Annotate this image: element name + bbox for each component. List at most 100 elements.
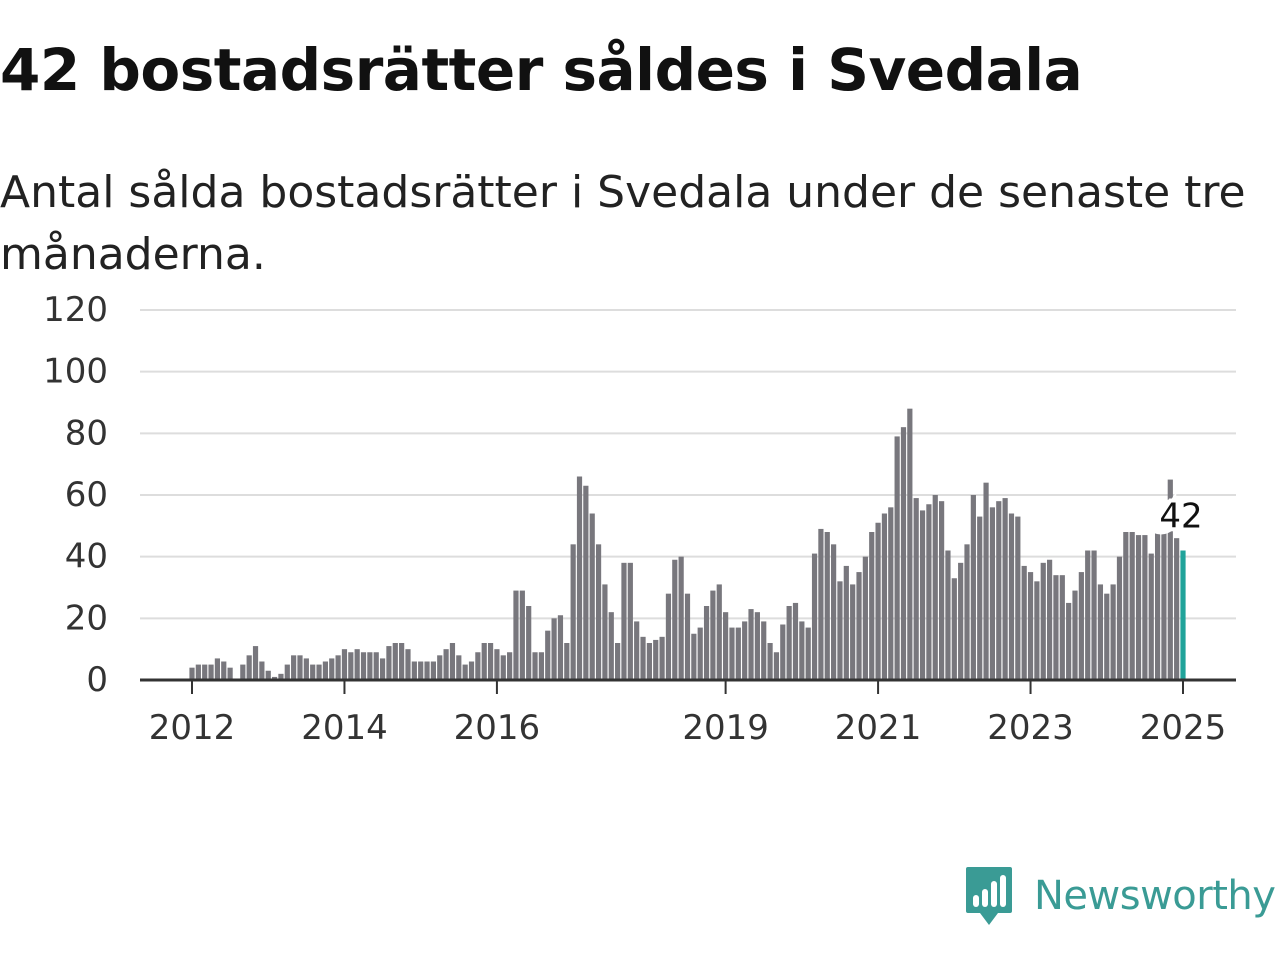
bar [754, 612, 760, 680]
x-tick-label: 2012 [149, 708, 236, 748]
axes: 0 20 40 60 80 100 120 2012 2014 2016 2019 2021 2023 2… [43, 290, 1236, 748]
bar [354, 649, 360, 680]
bar [786, 606, 792, 680]
bar [214, 658, 221, 680]
bar [379, 658, 386, 680]
newsworthy-logo: Newsworthy [964, 864, 1276, 928]
bar [195, 664, 201, 680]
bar [811, 553, 818, 680]
bar [1123, 532, 1129, 680]
bar [202, 664, 208, 680]
bar [1167, 479, 1173, 680]
bar [284, 664, 290, 680]
bar [1116, 556, 1123, 680]
bar [1040, 562, 1046, 680]
bar [545, 630, 551, 680]
bar [748, 609, 754, 680]
bar [1148, 553, 1154, 680]
y-tick-label: 40 [65, 537, 108, 577]
bar [443, 649, 449, 680]
bar [367, 652, 373, 680]
y-tick-label: 80 [65, 413, 108, 453]
bar [1008, 513, 1015, 680]
bar [271, 676, 278, 680]
bar [487, 643, 494, 680]
bar [615, 643, 621, 680]
bar [576, 476, 583, 680]
bar [437, 655, 443, 680]
bar [742, 621, 748, 680]
bar [494, 649, 500, 680]
bar [850, 584, 856, 680]
bar [329, 658, 335, 680]
bar [1129, 532, 1135, 680]
bar [799, 621, 805, 680]
bar [348, 652, 354, 680]
bar-series [189, 408, 1186, 680]
bar [399, 643, 405, 680]
bar [303, 658, 309, 680]
bar [1135, 535, 1142, 680]
bar [716, 584, 722, 680]
bar [970, 495, 976, 680]
bar [977, 516, 983, 680]
bar [551, 618, 557, 680]
annotations: 42 [1143, 493, 1207, 541]
bar [805, 627, 811, 680]
bar-latest [1180, 550, 1186, 680]
bar [1085, 550, 1091, 680]
bar [570, 544, 576, 680]
bar [1034, 581, 1040, 680]
y-tick-label: 60 [65, 475, 108, 515]
bar [837, 581, 843, 680]
bar [831, 544, 837, 680]
bar [919, 510, 926, 680]
value-label-background [1143, 498, 1179, 535]
y-tick-label: 100 [43, 352, 108, 392]
bar [932, 495, 938, 680]
bar [424, 661, 430, 680]
bar [621, 562, 627, 680]
bar [888, 507, 894, 680]
bar [869, 532, 875, 680]
x-tick-label: 2023 [987, 708, 1074, 748]
bar [1066, 602, 1072, 680]
bar [939, 501, 945, 680]
bar [1053, 575, 1059, 680]
bar [1021, 565, 1027, 680]
bar [824, 532, 830, 680]
bar [691, 633, 697, 680]
bar [900, 427, 907, 680]
value-label-latest: 42 [1159, 497, 1202, 537]
bar [665, 593, 672, 680]
bar [246, 655, 252, 680]
bar [1046, 559, 1053, 680]
bar [881, 513, 888, 680]
bar [958, 562, 964, 680]
bar [894, 436, 900, 680]
bar [297, 655, 303, 680]
bar [265, 670, 271, 680]
bar [589, 513, 595, 680]
bar [761, 621, 767, 680]
bar [1059, 575, 1065, 680]
bar [767, 643, 773, 680]
y-tick-label: 20 [65, 598, 108, 638]
bar [500, 655, 506, 680]
bar [1142, 535, 1148, 680]
bar [1002, 498, 1008, 680]
bar [996, 501, 1002, 680]
bar [1110, 584, 1116, 680]
bar [627, 562, 633, 680]
bar [564, 643, 570, 680]
bar [1104, 593, 1110, 680]
bar [951, 578, 957, 680]
bar [322, 661, 329, 680]
bar [208, 664, 214, 680]
bar [507, 652, 513, 680]
bar [907, 408, 913, 680]
bar [697, 627, 703, 680]
bar [411, 661, 417, 680]
x-tick-label: 2014 [301, 708, 388, 748]
bar [634, 621, 640, 680]
